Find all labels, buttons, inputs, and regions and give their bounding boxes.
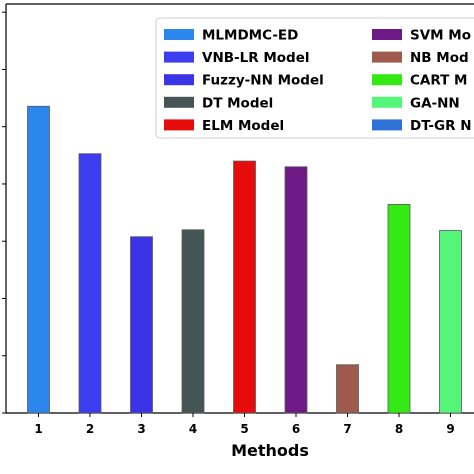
legend-label: GA-NN <box>410 95 460 111</box>
x-ticks: 1 2 3 4 5 6 7 8 9 <box>34 413 455 436</box>
legend-swatch <box>372 119 402 131</box>
x-tick-label: 8 <box>395 422 403 436</box>
bar-9 <box>439 230 462 414</box>
legend: MLMDMC-ED VNB-LR Model Fuzzy-NN Model DT Mo… <box>155 17 474 139</box>
legend-label: DT Model <box>202 95 273 111</box>
x-tick-label: 1 <box>34 422 42 436</box>
legend-swatch <box>372 51 402 63</box>
legend-box <box>155 17 474 139</box>
bar-6 <box>284 166 308 414</box>
legend-label: VNB-LR Model <box>202 50 310 66</box>
x-tick-label: 2 <box>86 422 94 436</box>
legend-label: CART M <box>410 73 468 89</box>
legend-label: NB Mod <box>410 50 469 66</box>
x-tick-label: 9 <box>446 422 454 436</box>
x-tick-label: 5 <box>240 422 248 436</box>
x-tick-label: 3 <box>137 422 145 436</box>
x-tick-label: 4 <box>189 422 197 436</box>
legend-label: ELM Model <box>202 118 284 134</box>
bar-7 <box>336 364 359 414</box>
bar-8 <box>387 204 411 414</box>
bar-3 <box>130 236 153 414</box>
bar-4 <box>181 229 205 414</box>
legend-label: MLMDMC-ED <box>202 28 298 44</box>
x-tick-label: 6 <box>292 422 300 436</box>
bar-2 <box>78 153 102 414</box>
legend-swatch <box>164 74 194 86</box>
legend-label: DT-GR N <box>410 118 472 134</box>
legend-swatch <box>372 29 402 40</box>
legend-swatch <box>164 96 194 108</box>
bar-1 <box>27 105 50 414</box>
legend-label: SVM Mo <box>410 28 471 44</box>
x-axis-title: Methods <box>231 441 309 460</box>
legend-swatch <box>372 74 402 86</box>
bars <box>27 105 462 414</box>
legend-swatch <box>164 119 194 131</box>
legend-label: Fuzzy-NN Model <box>202 73 324 89</box>
x-tick-label: 7 <box>343 422 351 436</box>
legend-swatch <box>164 29 194 40</box>
legend-swatch <box>372 96 402 108</box>
legend-swatch <box>164 51 194 63</box>
bar-5 <box>233 160 256 414</box>
